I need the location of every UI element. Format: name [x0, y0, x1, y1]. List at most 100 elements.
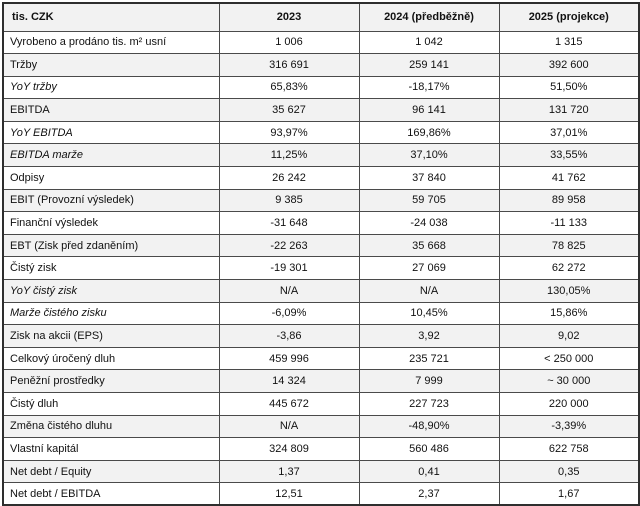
row-label: EBIT (Provozní výsledek)	[2, 188, 220, 213]
row-label: Net debt / EBITDA	[2, 482, 220, 506]
row-value: 445 672	[218, 392, 360, 416]
row-value: 51,50%	[498, 75, 640, 100]
header-row: tis. CZK 2023 2024 (předběžně) 2025 (pro…	[2, 2, 640, 32]
row-label: Odpisy	[2, 166, 220, 190]
row-value: 0,35	[498, 459, 640, 484]
table-row: Vlastní kapitál 324 809 560 486 622 758	[2, 437, 640, 461]
row-value: 1 042	[358, 30, 500, 55]
row-value: 622 758	[498, 437, 640, 461]
row-value: 12,51	[218, 482, 360, 506]
row-value: 459 996	[218, 346, 360, 371]
table-header: tis. CZK 2023 2024 (předběžně) 2025 (pro…	[2, 2, 640, 32]
row-value: N/A	[358, 279, 500, 303]
row-value: 7 999	[358, 369, 500, 393]
row-value: 96 141	[358, 98, 500, 122]
table-row: EBIT (Provozní výsledek) 9 385 59 705 89 95…	[2, 188, 640, 213]
row-value: 3,92	[358, 324, 500, 348]
table-row: Net debt / EBITDA 12,51 2,37 1,67	[2, 482, 640, 506]
column-header-2024: 2024 (předběžně)	[358, 2, 500, 32]
table-row: EBT (Zisk před zdaněním) -22 263 35 668 78 …	[2, 233, 640, 258]
table-row: Net debt / Equity 1,37 0,41 0,35	[2, 459, 640, 484]
row-value: N/A	[218, 414, 360, 439]
row-value: 35 668	[358, 233, 500, 258]
table-row: Odpisy 26 242 37 840 41 762	[2, 166, 640, 190]
row-value: 37,01%	[498, 120, 640, 145]
row-value: 65,83%	[218, 75, 360, 100]
row-value: -3,86	[218, 324, 360, 348]
row-value: -18,17%	[358, 75, 500, 100]
row-value: 392 600	[498, 53, 640, 77]
row-value: 316 691	[218, 53, 360, 77]
row-value: -3,39%	[498, 414, 640, 439]
table-row: Finanční výsledek -31 648 -24 038 -11 133	[2, 211, 640, 235]
row-label: Peněžní prostředky	[2, 369, 220, 393]
table-row: Peněžní prostředky 14 324 7 999 ~ 30 000	[2, 369, 640, 393]
row-value: ~ 30 000	[498, 369, 640, 393]
table-row: Čistý dluh 445 672 227 723 220 000	[2, 392, 640, 416]
row-value: N/A	[218, 279, 360, 303]
row-value: 220 000	[498, 392, 640, 416]
row-value: 89 958	[498, 188, 640, 213]
row-label: Změna čistého dluhu	[2, 414, 220, 439]
row-label: Tržby	[2, 53, 220, 77]
table-row: Změna čistého dluhu N/A -48,90% -3,39%	[2, 414, 640, 439]
row-value: 78 825	[498, 233, 640, 258]
row-value: 41 762	[498, 166, 640, 190]
row-value: < 250 000	[498, 346, 640, 371]
row-value: 9,02	[498, 324, 640, 348]
row-value: 131 720	[498, 98, 640, 122]
row-value: 93,97%	[218, 120, 360, 145]
row-value: 1 006	[218, 30, 360, 55]
row-value: 130,05%	[498, 279, 640, 303]
row-value: 235 721	[358, 346, 500, 371]
row-label: YoY tržby	[2, 75, 220, 100]
row-label: Celkový úročený dluh	[2, 346, 220, 371]
row-value: 0,41	[358, 459, 500, 484]
row-value: 33,55%	[498, 143, 640, 168]
table-row: Tržby 316 691 259 141 392 600	[2, 53, 640, 77]
row-value: -31 648	[218, 211, 360, 235]
table-row: Čistý zisk -19 301 27 069 62 272	[2, 256, 640, 281]
row-label: EBT (Zisk před zdaněním)	[2, 233, 220, 258]
column-header-2023: 2023	[218, 2, 360, 32]
row-value: 15,86%	[498, 301, 640, 326]
row-label: Čistý dluh	[2, 392, 220, 416]
row-label: EBITDA	[2, 98, 220, 122]
table-row: Marže čistého zisku -6,09% 10,45% 15,86%	[2, 301, 640, 326]
row-value: 324 809	[218, 437, 360, 461]
row-value: -19 301	[218, 256, 360, 281]
row-value: 62 272	[498, 256, 640, 281]
table-row: YoY EBITDA 93,97% 169,86% 37,01%	[2, 120, 640, 145]
row-value: 169,86%	[358, 120, 500, 145]
row-value: 259 141	[358, 53, 500, 77]
row-label: YoY čistý zisk	[2, 279, 220, 303]
row-value: 26 242	[218, 166, 360, 190]
row-value: 37 840	[358, 166, 500, 190]
row-label: Čistý zisk	[2, 256, 220, 281]
row-value: -6,09%	[218, 301, 360, 326]
table-row: Celkový úročený dluh 459 996 235 721 < 250 …	[2, 346, 640, 371]
row-label: Finanční výsledek	[2, 211, 220, 235]
table-row: YoY čistý zisk N/A N/A 130,05%	[2, 279, 640, 303]
row-value: -22 263	[218, 233, 360, 258]
row-value: 10,45%	[358, 301, 500, 326]
row-value: 11,25%	[218, 143, 360, 168]
row-value: -11 133	[498, 211, 640, 235]
row-value: 1,67	[498, 482, 640, 506]
row-label: YoY EBITDA	[2, 120, 220, 145]
row-value: 1 315	[498, 30, 640, 55]
table-row: Vyrobeno a prodáno tis. m² usní 1 006 1 04…	[2, 30, 640, 55]
row-value: 1,37	[218, 459, 360, 484]
row-label: Vlastní kapitál	[2, 437, 220, 461]
table-row: EBITDA 35 627 96 141 131 720	[2, 98, 640, 122]
row-label: Zisk na akcii (EPS)	[2, 324, 220, 348]
row-value: 35 627	[218, 98, 360, 122]
row-value: 2,37	[358, 482, 500, 506]
row-value: 227 723	[358, 392, 500, 416]
column-header-unit: tis. CZK	[2, 2, 220, 32]
row-label: Marže čistého zisku	[2, 301, 220, 326]
row-value: 560 486	[358, 437, 500, 461]
table-row: EBITDA marže 11,25% 37,10% 33,55%	[2, 143, 640, 168]
